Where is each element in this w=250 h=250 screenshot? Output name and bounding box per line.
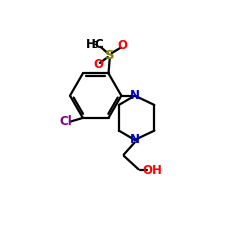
Text: N: N [130,134,140,146]
Text: S: S [105,48,115,62]
Text: N: N [130,89,140,102]
Text: OH: OH [143,164,163,177]
Text: 3: 3 [92,41,98,50]
Text: Cl: Cl [59,115,72,128]
Text: O: O [118,39,128,52]
Text: O: O [93,58,103,71]
Text: H: H [86,38,96,51]
Text: C: C [94,38,103,51]
